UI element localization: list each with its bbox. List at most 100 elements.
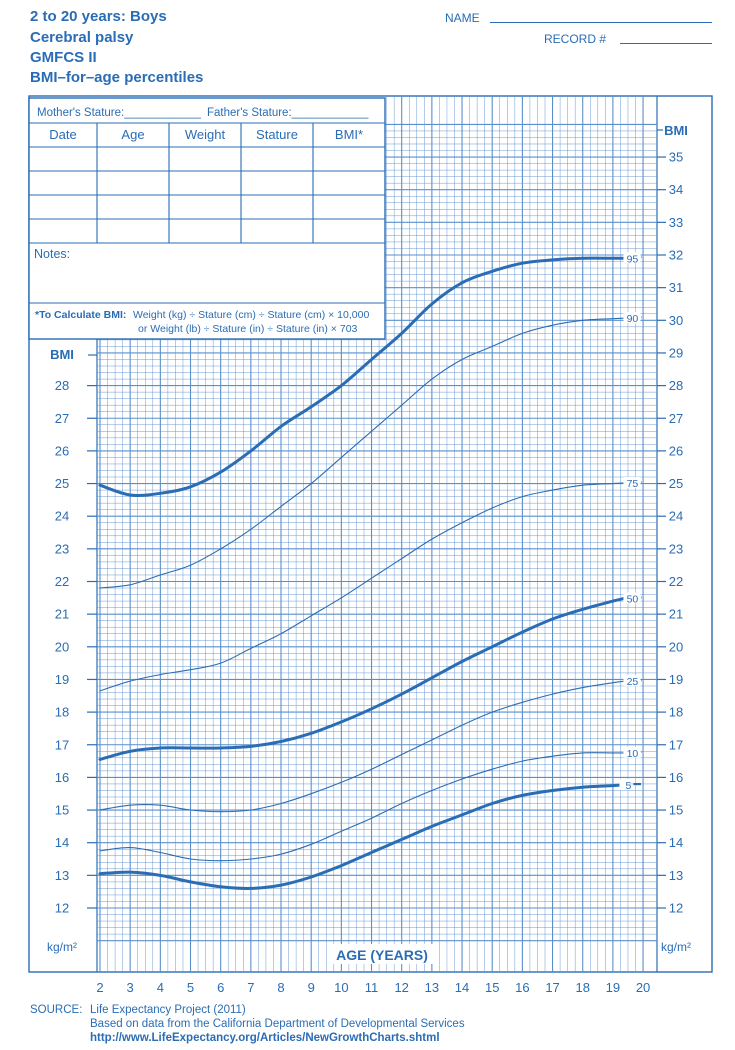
- axes: 1213141516171819202122232425262728293031…: [47, 123, 691, 995]
- record-col-header: Weight: [185, 127, 226, 142]
- x-axis-label: AGE (YEARS): [336, 947, 428, 963]
- x-tick-label: 15: [485, 980, 499, 995]
- record-table: Mother's Stature:____________ Father's S…: [28, 97, 386, 340]
- source-line-2: Based on data from the California Depart…: [90, 1018, 465, 1030]
- x-tick-label: 14: [455, 980, 469, 995]
- y-tick-label-right: 25: [669, 476, 683, 491]
- y-tick-label-left: 23: [55, 541, 69, 556]
- x-tick-label: 18: [575, 980, 589, 995]
- notes-label: Notes:: [34, 247, 70, 261]
- y-tick-label-right: 28: [669, 378, 683, 393]
- y-tick-label-left: 25: [55, 476, 69, 491]
- percentile-curve-50: [98, 597, 625, 761]
- y-tick-label-right: 22: [669, 574, 683, 589]
- x-tick-label: 20: [636, 980, 650, 995]
- x-tick-label: 3: [127, 980, 134, 995]
- y-axis-label-left: BMI: [50, 347, 74, 362]
- x-tick-label: 8: [277, 980, 284, 995]
- x-axis-label-bg: [330, 944, 434, 964]
- percentile-label-95: 95: [627, 253, 639, 265]
- father-stature-label: Father's Stature:____________: [207, 107, 369, 119]
- percentile-label-50: 50: [627, 594, 639, 606]
- percentile-label-bg: [623, 592, 641, 604]
- x-tick-label: 10: [334, 980, 348, 995]
- y-tick-label-right: 21: [669, 607, 683, 622]
- y-tick-label-right: 29: [669, 345, 683, 360]
- y-tick-label-left: 21: [55, 607, 69, 622]
- x-tick-label: 6: [217, 980, 224, 995]
- record-line[interactable]: [620, 31, 712, 44]
- y-tick-label-left: 26: [55, 443, 69, 458]
- y-tick-label-right: 23: [669, 541, 683, 556]
- bmi-calc-label: *To Calculate BMI:: [35, 309, 126, 321]
- y-tick-label-left: 16: [55, 770, 69, 785]
- title-line-2: Cerebral palsy: [30, 29, 134, 46]
- y-tick-label-left: 12: [55, 901, 69, 916]
- y-tick-label-right: 35: [669, 150, 683, 165]
- percentile-curve-90: [99, 317, 624, 589]
- bmi-calc-line-2: or Weight (lb) ÷ Stature (in) ÷ Stature …: [138, 323, 358, 335]
- chart-frame: [28, 95, 713, 973]
- y-tick-label-left: 28: [55, 378, 69, 393]
- percentile-label-bg: [623, 312, 641, 324]
- bmi-calc-line-1: Weight (kg) ÷ Stature (cm) ÷ Stature (cm…: [133, 309, 369, 321]
- x-tick-label: 19: [606, 980, 620, 995]
- x-tick-label: 2: [96, 980, 103, 995]
- y-tick-label-left: 19: [55, 672, 69, 687]
- record-label: RECORD #: [544, 32, 607, 46]
- percentile-label-bg: [623, 746, 641, 758]
- x-tick-label: 7: [247, 980, 254, 995]
- x-tick-label: 5: [187, 980, 194, 995]
- percentile-label-bg: [619, 779, 630, 791]
- y-tick-label-right: 26: [669, 443, 683, 458]
- percentile-curve-10: [99, 752, 624, 862]
- y-tick-label-left: 14: [55, 835, 69, 850]
- percentile-curve-5: [98, 783, 625, 890]
- y-tick-label-right: 20: [669, 639, 683, 654]
- y-tick-label-right: 18: [669, 705, 683, 720]
- percentile-label-bg: [623, 675, 641, 687]
- y-tick-label-right: 32: [669, 248, 683, 263]
- x-tick-label: 4: [157, 980, 164, 995]
- x-tick-label: 16: [515, 980, 529, 995]
- percentile-label-bg: [623, 477, 641, 489]
- percentile-label-25: 25: [627, 676, 639, 688]
- y-tick-label-right: 12: [669, 901, 683, 916]
- y-tick-label-left: 15: [55, 803, 69, 818]
- name-line[interactable]: [490, 10, 712, 23]
- y-tick-label-right: 34: [669, 182, 683, 197]
- percentile-label-10: 10: [627, 748, 639, 760]
- y-unit-label-right: kg/m²: [661, 940, 691, 954]
- y-tick-label-right: 33: [669, 215, 683, 230]
- x-tick-label: 9: [308, 980, 315, 995]
- source-link[interactable]: http://www.LifeExpectancy.org/Articles/N…: [90, 1032, 440, 1044]
- y-unit-label-left: kg/m²: [47, 940, 77, 954]
- y-tick-label-right: 16: [669, 770, 683, 785]
- percentile-curves: 95 90 75 50 25 10 5: [98, 252, 642, 890]
- y-tick-label-right: 17: [669, 737, 683, 752]
- y-tick-label-right: 13: [669, 868, 683, 883]
- y-tick-label-left: 17: [55, 737, 69, 752]
- y-tick-label-right: 19: [669, 672, 683, 687]
- x-tick-label: 13: [425, 980, 439, 995]
- x-tick-label: 11: [365, 980, 379, 995]
- y-tick-label-right: 15: [669, 803, 683, 818]
- y-tick-label-right: 24: [669, 509, 683, 524]
- percentile-curve-75: [99, 482, 624, 692]
- y-axis-label-right: BMI: [664, 123, 688, 138]
- title-line-4: BMI–for–age percentiles: [30, 69, 204, 86]
- percentile-label-90: 90: [627, 313, 639, 325]
- percentile-curve-25: [99, 680, 624, 813]
- source-line-1: Life Expectancy Project (2011): [90, 1004, 246, 1016]
- x-tick-label: 17: [545, 980, 559, 995]
- y-tick-label-right: 30: [669, 313, 683, 328]
- record-col-header: Age: [121, 127, 144, 142]
- record-col-header: BMI*: [335, 127, 363, 142]
- percentile-curve-95: [98, 256, 625, 497]
- title-line-1: 2 to 20 years: Boys: [30, 8, 167, 25]
- percentile-label-75: 75: [627, 478, 639, 490]
- y-tick-label-left: 22: [55, 574, 69, 589]
- y-tick-label-right: 27: [669, 411, 683, 426]
- percentile-label-bg: [623, 252, 641, 264]
- record-col-header: Stature: [256, 127, 298, 142]
